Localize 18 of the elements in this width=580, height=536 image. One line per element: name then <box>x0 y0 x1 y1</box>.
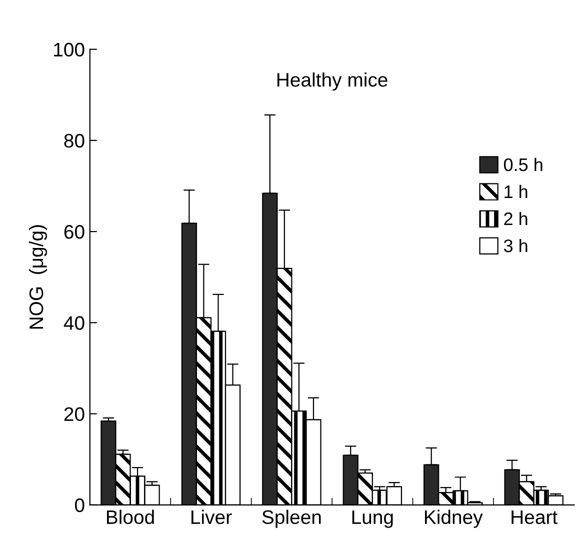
x-tick-label: Liver <box>192 510 232 524</box>
text: Healthy mice <box>277 72 388 91</box>
legend-label: 1 h <box>504 184 528 198</box>
x-tick-label: Kidney <box>424 510 483 528</box>
y-tick-label: 80 <box>64 134 84 148</box>
y-tick-label: 60 <box>64 225 84 239</box>
y-axis-title: NOG (μg/g) <box>28 225 48 329</box>
y-tick-label: 100 <box>54 42 84 57</box>
legend-label: 2 h <box>504 212 528 226</box>
x-tick-label: Heart <box>512 510 558 524</box>
y-tick-label: 0 <box>74 498 84 512</box>
legend-label: 3 h <box>504 238 528 252</box>
x-tick-label: Lung <box>352 510 393 528</box>
legend-label: 0.5 h <box>504 158 542 172</box>
y-tick-label: 40 <box>64 316 84 330</box>
x-tick-label: Blood <box>106 510 154 524</box>
y-tick-label: 20 <box>64 407 84 422</box>
x-tick-label: Spleen <box>262 510 321 528</box>
